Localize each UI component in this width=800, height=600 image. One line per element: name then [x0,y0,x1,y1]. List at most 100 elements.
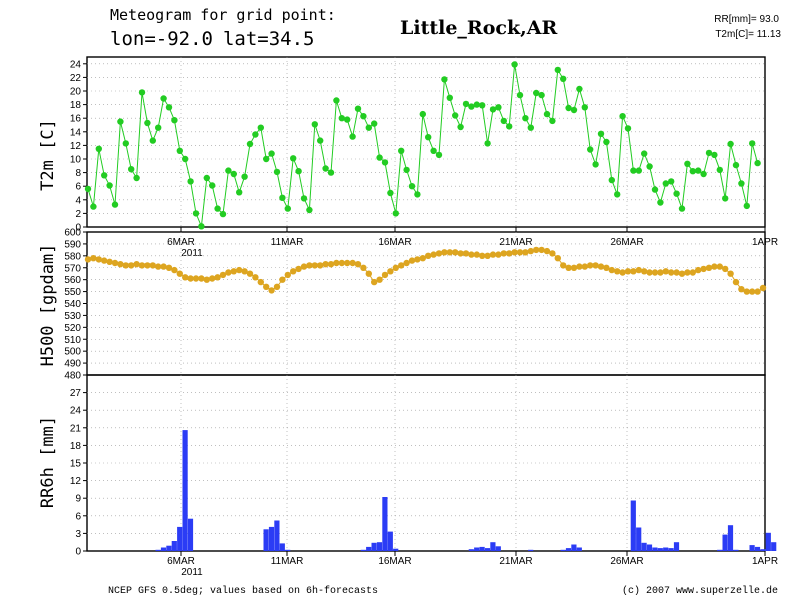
h500_panel-point [182,274,189,281]
t2m_panel-point [506,123,513,130]
t2m_panel-point [160,95,167,102]
rr6h_panel-ytick-label: 27 [70,388,82,399]
rr6h_panel-ytick-label: 18 [70,441,82,452]
rr6h_panel-xtick-label: 16MAR [378,556,411,567]
h500_panel-point [360,264,367,271]
h500_panel-point [489,251,497,258]
t2m_panel-point [592,161,599,168]
t2m_panel-point [646,163,653,170]
h500_panel-point [435,250,443,257]
rr6h_panel-xtick-label: 1APR [752,556,778,567]
t2m_panel-point [570,106,578,114]
rr6h_panel-year-label: 2011 [181,567,203,578]
h500_panel-point [187,275,194,282]
t2m_panel-point [101,172,108,179]
t2m_panel-point [565,104,572,112]
t2m_panel-point [219,210,227,218]
t2m_panel-point [533,89,540,97]
t2m_panel-point [435,151,443,159]
h500_panel-point [317,262,324,269]
h500_panel-point [673,269,680,276]
t2m_panel-point [209,182,216,189]
rr6h_panel-ytick-label: 6 [75,511,81,522]
rr6h_panel-ytick-label: 9 [75,494,81,505]
rr6h_panel-bar [484,548,491,551]
lon-value: -92.0 [156,28,213,50]
t2m_panel-point [403,166,410,174]
t2m_panel-ytick-label: 14 [70,127,82,138]
h500_panel-point [624,268,632,275]
lat-label: lat= [223,28,269,50]
t2m_panel-point [614,191,621,198]
h500_panel-point [300,263,308,270]
t2m_panel-point [360,113,367,120]
t2m_panel-ytick-label: 18 [70,100,82,111]
h500_panel-ytick-label: 550 [64,287,81,298]
rr6h_panel-bar [771,542,777,551]
h500_panel-point [705,264,713,271]
h500_panel-ytick-label: 590 [64,239,81,250]
h500_panel-point [295,265,302,273]
rr6h_panel-bar [360,549,366,551]
h500_panel-point [759,284,767,292]
rr6h_panel-bar [268,526,275,551]
h500_panel-point [111,259,119,267]
h500_panel-point [171,266,178,274]
t2m_panel-point [290,155,297,162]
rr6h_panel-xtick-label: 21MAR [499,556,532,567]
rr6h_panel-bar [387,531,393,551]
rr6h_panel-bar [490,542,496,551]
h500_panel-point [338,259,345,267]
t2m_panel-xtick-label: 16MAR [378,237,411,248]
rr6h_panel-bar [263,529,269,551]
t2m_panel-ytick-label: 2 [75,209,81,220]
t2m_panel-point [257,124,264,131]
t2m_panel-point [268,150,275,157]
t2m_panel-ytick-label: 8 [75,168,81,179]
t2m_panel-point [279,194,286,201]
t2m_panel-point [322,165,329,172]
t2m_panel-xtick-label: 26MAR [610,237,643,248]
rr6h_panel-bar [366,546,372,551]
h500_panel-point [527,247,534,255]
t2m_panel-point [684,160,691,167]
h500_panel-point [570,264,578,271]
t2m_panel-point [743,202,750,210]
h500_panel-point [446,249,453,256]
rr6h-axis-title: RR6h [mm] [38,416,58,508]
h500_panel-point [479,252,486,259]
t2m_panel-point [425,134,432,141]
rr6h_panel-bar [560,549,566,551]
h500_panel-ytick-label: 520 [64,323,81,334]
h500_panel-point [684,269,691,276]
h500_panel-point [209,275,216,282]
rr6h_panel-bar [166,545,172,551]
h500_panel-point [311,262,318,269]
t2m_panel-point [468,103,475,110]
h500_panel-point [522,249,529,256]
t2m_panel-point [603,138,610,146]
t2m_panel-point [155,124,162,131]
rr6h_panel-bar [641,542,647,551]
t2m_panel-point [327,169,335,176]
t2m_panel-point [484,140,491,147]
h500_panel-point [727,270,734,277]
t2m_panel-point [500,117,507,125]
rr6h_panel-bar [371,542,377,551]
t2m_panel-point [473,101,480,108]
t2m_panel-point [117,118,124,125]
h500_panel-point [716,263,723,270]
rr6h_panel-bar [285,549,291,551]
t2m_panel-point [333,97,340,104]
h500_panel-point [219,271,227,279]
footer-copyright: (c) 2007 www.superzelle.de [622,585,778,597]
t2m_panel-ytick-label: 6 [75,182,81,193]
t2m_panel-point [214,205,221,212]
rr6h_panel-xtick-label: 11MAR [271,556,304,567]
rr6h_panel-ytick-label: 21 [70,423,82,434]
h500_panel-point [408,257,416,264]
h500_panel-point [452,249,459,256]
coordinates: lon=-92.0 lat=34.5 [110,28,315,50]
t2m_panel-point [246,140,254,148]
t2m_panel-point [522,115,529,122]
